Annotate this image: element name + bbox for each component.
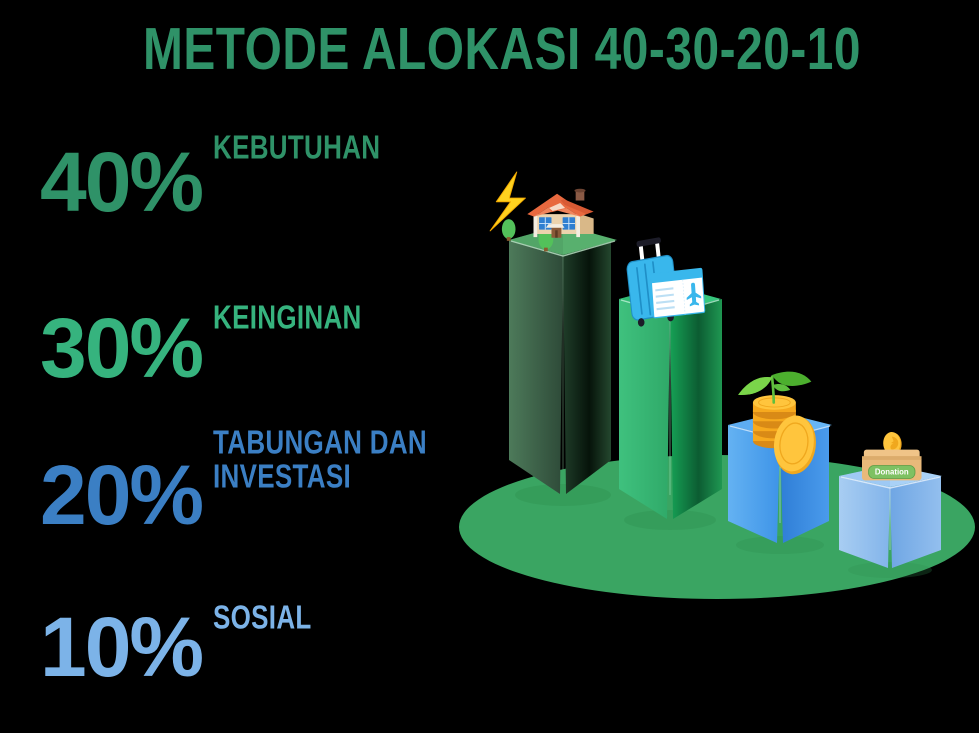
svg-text:Donation: Donation (875, 467, 909, 476)
